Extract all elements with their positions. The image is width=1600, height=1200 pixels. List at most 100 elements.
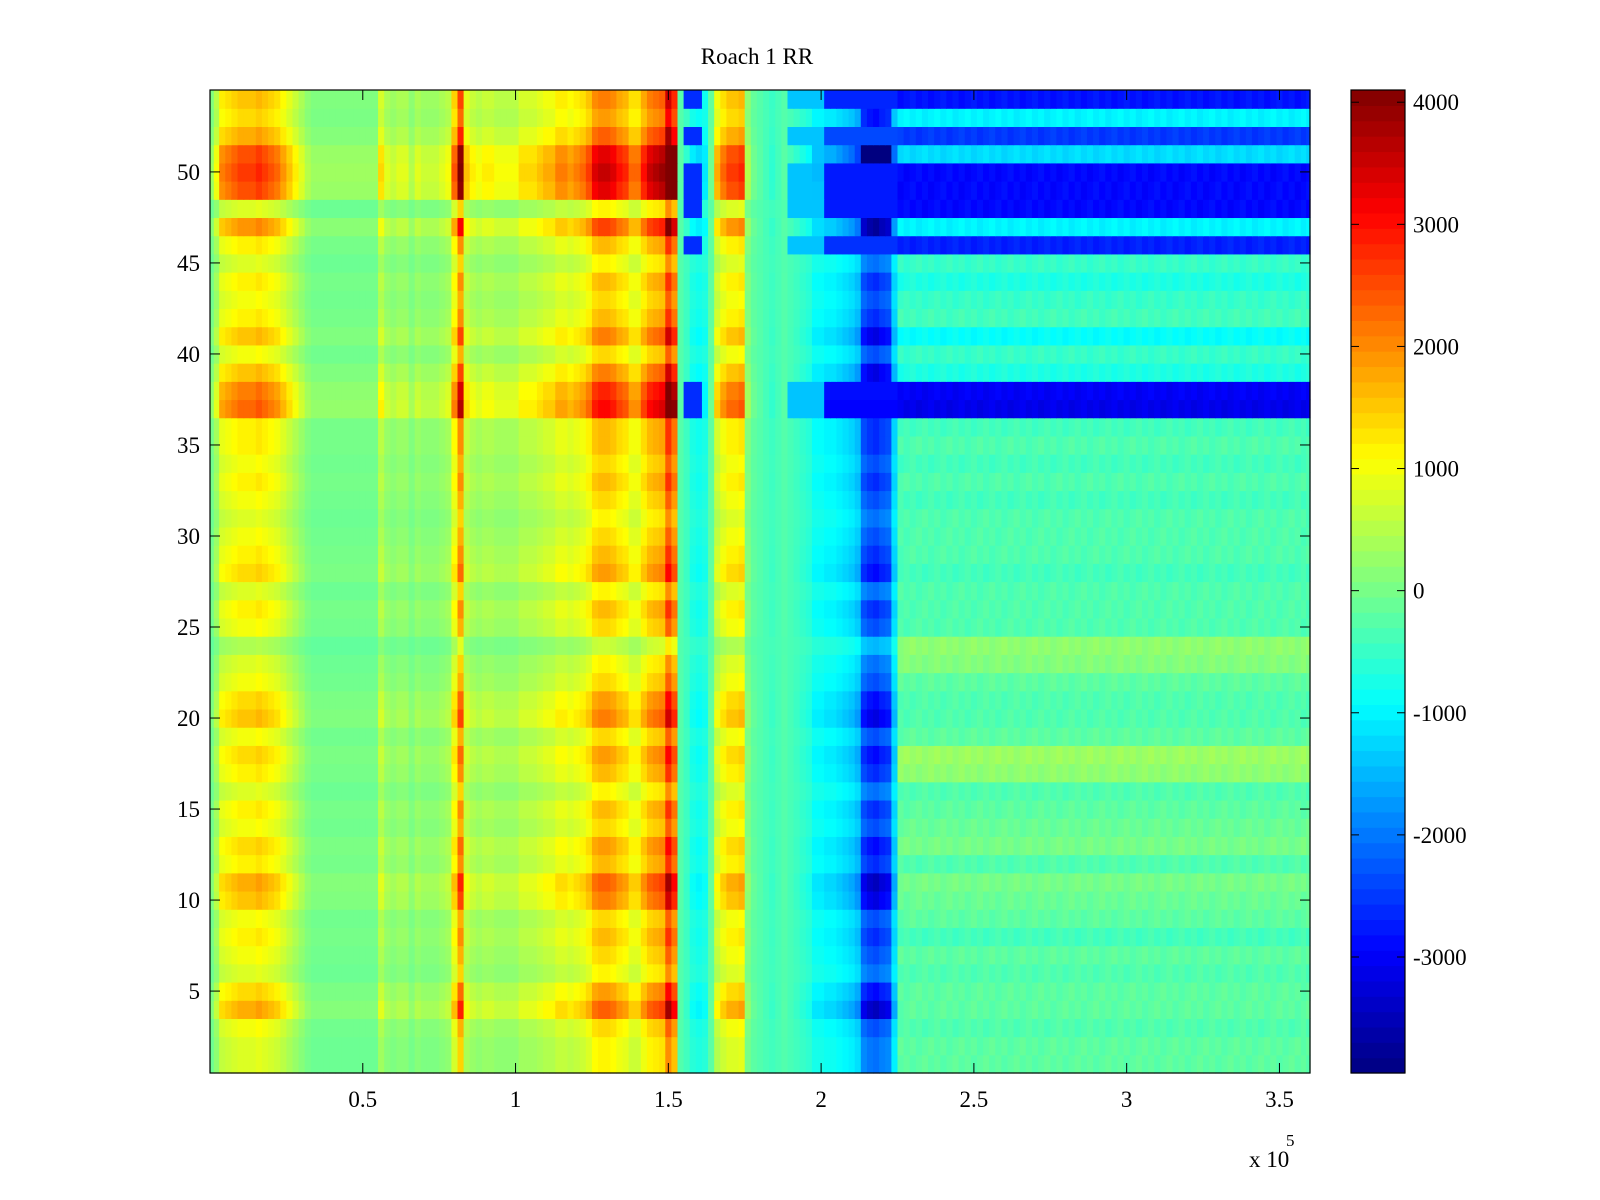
- heatmap-cell: [261, 672, 269, 692]
- heatmap-cell: [1178, 854, 1186, 874]
- heatmap-cell: [909, 599, 917, 619]
- heatmap-cell: [983, 617, 990, 637]
- heatmap-cell: [732, 872, 740, 892]
- heatmap-cell: [1154, 690, 1161, 710]
- heatmap-cell: [365, 781, 373, 801]
- heatmap-cell: [775, 781, 782, 801]
- heatmap-cell: [1166, 745, 1174, 765]
- heatmap-cell: [463, 654, 471, 674]
- heatmap-cell: [1093, 581, 1100, 601]
- heatmap-cell: [304, 963, 312, 983]
- heatmap-cell: [683, 890, 691, 910]
- heatmap-cell: [457, 1000, 465, 1019]
- heatmap-cell: [475, 872, 483, 892]
- heatmap-cell: [420, 599, 428, 619]
- heatmap-cell: [1031, 818, 1039, 837]
- heatmap-cell: [598, 1018, 605, 1038]
- heatmap-cell: [940, 581, 947, 601]
- heatmap-cell: [824, 890, 831, 910]
- heatmap-cell: [1013, 872, 1021, 892]
- heatmap-cell: [610, 836, 617, 856]
- heatmap-cell: [555, 654, 562, 674]
- heatmap-cell: [952, 763, 960, 783]
- heatmap-cell: [420, 617, 428, 637]
- heatmap-cell: [610, 981, 617, 1001]
- heatmap-cell: [371, 781, 379, 801]
- heatmap-cell: [683, 818, 691, 837]
- heatmap-cell: [891, 872, 899, 892]
- heatmap-cell: [921, 854, 929, 874]
- heatmap-cell: [995, 927, 1002, 947]
- heatmap-cell: [1190, 963, 1198, 983]
- heatmap-cell: [1276, 672, 1284, 692]
- heatmap-cell: [439, 745, 446, 765]
- heatmap-cell: [1123, 1036, 1131, 1056]
- heatmap-cell: [341, 654, 349, 674]
- heatmap-cell: [873, 927, 880, 947]
- heatmap-cell: [500, 909, 507, 928]
- heatmap-cell: [866, 672, 874, 692]
- heatmap-cell: [585, 1054, 593, 1074]
- heatmap-cell: [836, 654, 844, 674]
- heatmap-cell: [1166, 945, 1174, 965]
- heatmap-cell: [506, 836, 514, 856]
- heatmap-cell: [1154, 727, 1161, 746]
- heatmap-cell: [744, 563, 752, 583]
- heatmap-cell: [1203, 981, 1210, 1001]
- heatmap-cell: [842, 636, 850, 655]
- heatmap-cell: [1276, 872, 1284, 892]
- heatmap-cell: [451, 1000, 459, 1019]
- heatmap-cell: [341, 1054, 349, 1074]
- heatmap-cell: [842, 672, 850, 692]
- heatmap-cell: [310, 963, 318, 983]
- heatmap-cell: [1306, 581, 1311, 601]
- heatmap-cell: [934, 708, 941, 728]
- heatmap-cell: [787, 854, 795, 874]
- heatmap-cell: [952, 727, 960, 746]
- heatmap-cell: [1025, 745, 1033, 765]
- heatmap-cell: [1196, 690, 1204, 710]
- heatmap-cell: [1306, 599, 1311, 619]
- heatmap-cell: [1196, 599, 1204, 619]
- heatmap-cell: [567, 1036, 575, 1056]
- heatmap-cell: [329, 690, 336, 710]
- heatmap-cell: [811, 909, 819, 928]
- heatmap-cell: [225, 708, 232, 728]
- heatmap-cell: [543, 1054, 550, 1074]
- heatmap-cell: [769, 799, 776, 819]
- heatmap-cell: [720, 854, 727, 874]
- heatmap-cell: [1086, 963, 1094, 983]
- heatmap-cell: [585, 1000, 593, 1019]
- heatmap-cell: [439, 945, 446, 965]
- heatmap-cell: [989, 1054, 996, 1074]
- heatmap-cell: [463, 963, 471, 983]
- heatmap-cell: [946, 745, 954, 765]
- heatmap-cell: [579, 581, 587, 601]
- heatmap-cell: [255, 690, 263, 710]
- heatmap-cell: [506, 981, 514, 1001]
- heatmap-cell: [573, 581, 581, 601]
- heatmap-cell: [763, 799, 770, 819]
- heatmap-cell: [744, 727, 752, 746]
- heatmap-cell: [445, 836, 452, 856]
- heatmap-cell: [1264, 745, 1271, 765]
- heatmap-cell: [628, 1054, 636, 1074]
- heatmap-cell: [1019, 1018, 1027, 1038]
- heatmap-cell: [402, 799, 410, 819]
- heatmap-cell: [781, 727, 789, 746]
- heatmap-cell: [634, 654, 642, 674]
- heatmap-cell: [347, 963, 355, 983]
- heatmap-cell: [1166, 854, 1174, 874]
- heatmap-cell: [622, 727, 630, 746]
- heatmap-cell: [347, 1036, 355, 1056]
- heatmap-cell: [329, 745, 336, 765]
- heatmap-cell: [268, 563, 275, 583]
- heatmap-cell: [396, 1018, 404, 1038]
- heatmap-cell: [286, 727, 294, 746]
- heatmap-cell: [292, 872, 300, 892]
- heatmap-cell: [1038, 799, 1045, 819]
- heatmap-cell: [579, 945, 587, 965]
- heatmap-cell: [1282, 799, 1290, 819]
- heatmap-cell: [426, 672, 434, 692]
- heatmap-cell: [231, 581, 239, 601]
